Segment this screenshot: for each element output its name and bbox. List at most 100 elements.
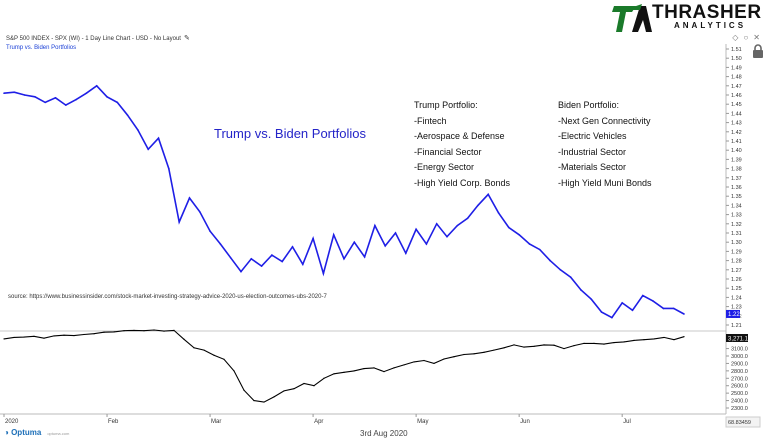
brand-name: Optuma	[11, 428, 42, 437]
spx-data-point	[513, 344, 515, 346]
ratio-tick-label: 1.36	[731, 185, 742, 191]
spx-tick-label: 2700.0	[731, 376, 748, 382]
spx-data-point	[273, 396, 275, 398]
footer-brand: ◑ Optuma optuma.com	[4, 428, 69, 437]
spx-data-point	[73, 334, 75, 337]
spx-data-point	[313, 385, 315, 387]
extra-value-box	[725, 416, 761, 428]
ratio-data-point	[415, 228, 417, 231]
ratio-data-point	[137, 129, 139, 131]
ratio-data-point	[641, 294, 644, 297]
ratio-data-point	[188, 197, 191, 199]
biden-item: -Materials Sector	[558, 162, 627, 172]
ratio-tick-label: 1.43	[731, 121, 742, 127]
ratio-data-point	[106, 96, 108, 98]
x-tick-label: 2020	[5, 419, 19, 425]
spx-tick-label: 3100.0	[731, 347, 748, 353]
spx-tick-label: 3000.0	[731, 354, 748, 360]
spx-data-point	[63, 334, 65, 336]
ratio-data-point	[518, 234, 520, 236]
spx-data-point	[173, 329, 175, 331]
spx-data-point	[573, 345, 575, 347]
ratio-data-point	[456, 224, 459, 227]
ratio-last-value-box	[726, 309, 740, 318]
trump-heading: Trump Portfolio:	[414, 100, 478, 110]
spx-data-point	[613, 342, 615, 344]
ratio-tick-label: 1.49	[731, 65, 742, 71]
spx-data-point	[633, 339, 635, 341]
ratio-tick-label: 1.21	[731, 323, 742, 329]
ratio-data-point	[600, 311, 603, 313]
ratio-data-point	[332, 234, 335, 236]
ratio-data-point	[260, 265, 263, 267]
ratio-data-point	[157, 137, 160, 140]
ratio-data-point	[662, 307, 665, 310]
lock-icon[interactable]	[752, 44, 764, 58]
logo-name: THRASHER	[652, 2, 762, 23]
ratio-data-point	[147, 148, 150, 151]
ratio-data-point	[672, 307, 675, 310]
ratio-data-point	[23, 94, 26, 96]
ratio-data-point	[312, 237, 314, 240]
spx-data-point	[333, 373, 335, 375]
spx-data-point	[293, 388, 295, 390]
spx-data-point	[103, 331, 105, 333]
trump-item: -Energy Sector	[414, 162, 475, 172]
trump-item: -High Yield Corp. Bonds	[414, 177, 511, 188]
ratio-tick-label: 1.30	[731, 240, 742, 246]
spx-data-point	[453, 356, 455, 358]
ratio-tick-label: 1.23	[731, 305, 742, 311]
x-tick-label: Apr	[314, 419, 323, 425]
close-icon[interactable]: ✕	[753, 33, 760, 42]
spx-data-point	[353, 370, 355, 372]
ratio-tick-label: 1.28	[731, 259, 742, 265]
spx-data-point	[323, 377, 325, 379]
ratio-data-point	[250, 257, 253, 260]
brand-url: optuma.com	[47, 431, 70, 436]
ratio-data-point	[126, 114, 129, 117]
spx-data-point	[553, 344, 555, 346]
spx-tick-label: 2600.0	[731, 384, 748, 390]
ratio-data-point	[425, 243, 428, 245]
spx-data-point	[253, 399, 255, 402]
spx-data-point	[223, 358, 225, 360]
ratio-data-point	[374, 224, 376, 227]
trump-item: -Financial Sector	[414, 146, 482, 157]
ratio-data-point	[85, 92, 88, 94]
spx-last-value: 3,271.1	[728, 337, 749, 343]
ratio-data-point	[435, 223, 438, 225]
ratio-data-point	[65, 104, 67, 106]
ratio-data-point	[13, 91, 16, 94]
layout-link[interactable]: Trump vs. Biden Portfolios	[6, 45, 77, 51]
pencil-icon[interactable]: ✎	[183, 35, 190, 42]
ratio-tick-label: 1.33	[731, 213, 742, 219]
spx-data-point	[483, 351, 485, 353]
diamond-icon[interactable]: ◇	[732, 33, 739, 42]
ratio-data-point	[343, 257, 345, 260]
ratio-data-point	[271, 254, 273, 256]
ratio-data-point	[291, 246, 294, 248]
ratio-data-point	[198, 211, 201, 213]
spx-data-point	[443, 358, 445, 360]
ratio-data-point	[353, 241, 356, 243]
spx-data-point	[543, 344, 545, 346]
ratio-tick-label: 1.47	[731, 84, 742, 90]
circle-icon[interactable]: ○	[743, 33, 749, 42]
ratio-data-point	[75, 98, 77, 101]
ratio-tick-label: 1.46	[731, 93, 742, 99]
spx-data-point	[683, 336, 685, 338]
ratio-data-point	[240, 270, 242, 273]
spx-data-point	[423, 359, 425, 362]
ratio-data-point	[559, 269, 562, 271]
ratio-data-point	[44, 101, 47, 104]
logo: THRASHER ANALYTICS	[612, 2, 762, 34]
spx-data-point	[303, 382, 305, 385]
ratio-tick-label: 1.45	[731, 102, 742, 108]
spx-data-point	[493, 349, 495, 351]
spx-data-point	[673, 339, 675, 341]
spx-tick-label: 2500.0	[731, 391, 748, 397]
biden-item: -Next Gen Connectivity	[558, 115, 651, 126]
ratio-tick-label: 1.35	[731, 194, 742, 200]
spx-data-point	[403, 364, 405, 366]
